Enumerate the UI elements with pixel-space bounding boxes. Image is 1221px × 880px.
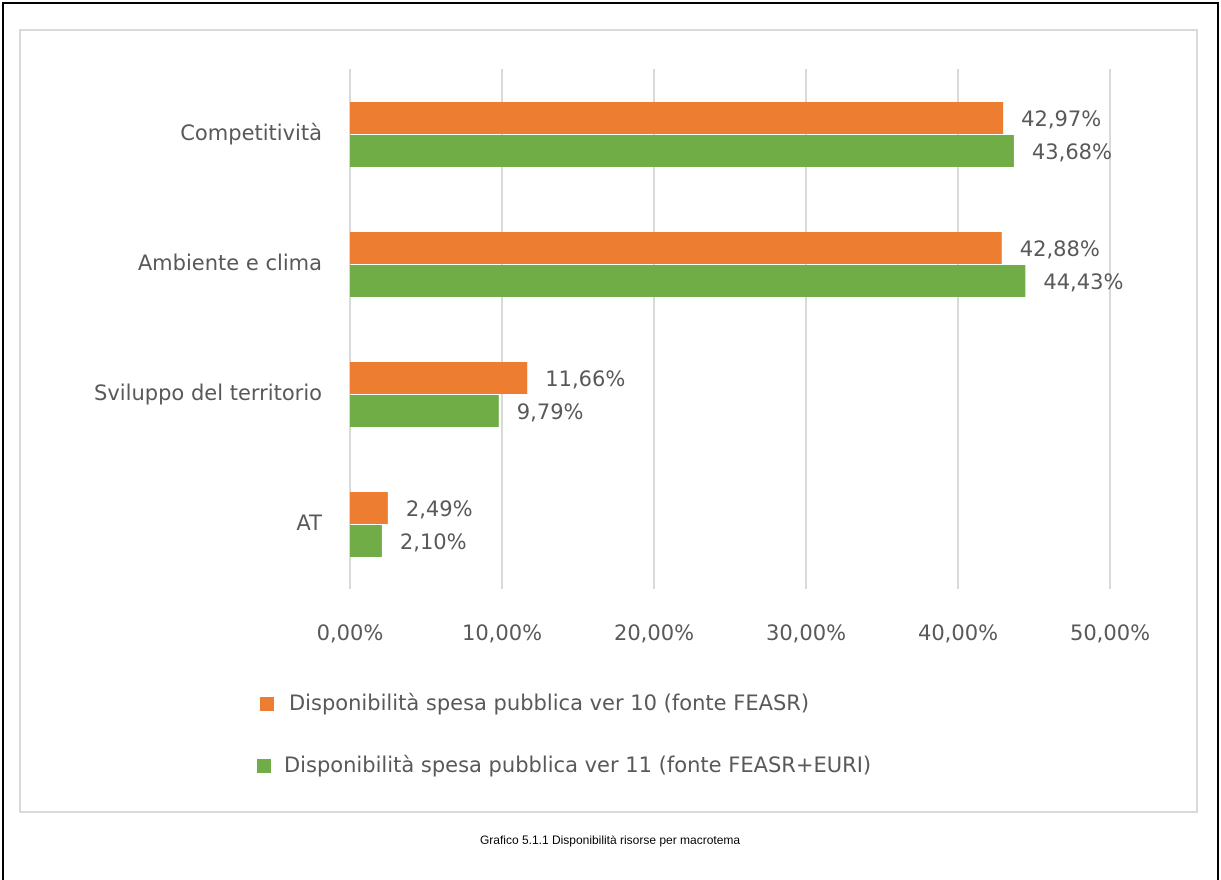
caption: Grafico 5.1.1 Disponibilità risorse per … [480,833,740,847]
x-tick-label: 50,00% [1070,621,1150,645]
y-tick-label: AT [296,511,322,535]
y-tick-label: Sviluppo del territorio [94,381,322,405]
data-label: 43,68% [1032,140,1112,164]
bar [350,525,382,557]
x-tick-label: 30,00% [766,621,846,645]
data-label: 2,49% [406,497,473,521]
chart-border [19,29,1198,813]
bar [350,492,388,524]
x-tick-label: 10,00% [462,621,542,645]
bar [350,362,528,394]
bar [350,135,1014,167]
data-label: 44,43% [1043,270,1123,294]
x-tick-label: 0,00% [317,621,384,645]
legend-swatch [260,697,274,711]
x-tick-label: 40,00% [918,621,998,645]
legend-label: Disponibilità spesa pubblica ver 11 (fon… [284,753,871,777]
y-tick-label: Competitività [180,121,322,145]
legend-swatch [257,759,271,773]
bar [350,395,499,427]
bar [350,232,1002,264]
data-label: 2,10% [400,530,467,554]
data-label: 9,79% [517,400,584,424]
legend-label: Disponibilità spesa pubblica ver 10 (fon… [289,691,809,715]
data-label: 11,66% [545,367,625,391]
y-tick-label: Ambiente e clima [138,251,322,275]
data-label: 42,88% [1020,237,1100,261]
bar [350,102,1004,134]
bar [350,265,1026,297]
data-label: 42,97% [1021,107,1101,131]
x-tick-label: 20,00% [614,621,694,645]
